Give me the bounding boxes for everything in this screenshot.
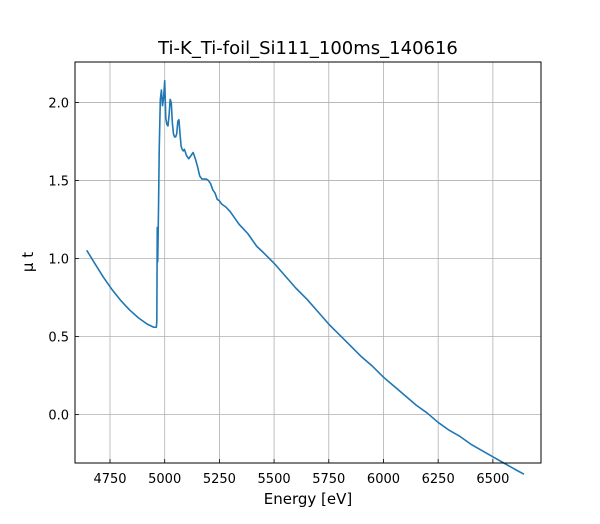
x-tick-label: 5000 xyxy=(148,472,181,487)
y-tick-label: 1.0 xyxy=(48,253,69,268)
y-tick-label: 0.0 xyxy=(48,409,69,424)
y-tick-label: 2.0 xyxy=(48,97,69,112)
x-tick-label: 4750 xyxy=(93,472,126,487)
chart-title: Ti-K_Ti-foil_Si111_100ms_140616 xyxy=(157,38,458,59)
x-tick-label: 5250 xyxy=(203,472,236,487)
x-tick-label: 6000 xyxy=(367,472,400,487)
x-tick-label: 5500 xyxy=(258,472,291,487)
plot-area-frame xyxy=(74,61,542,464)
y-axis-label: μ t xyxy=(19,252,37,272)
x-axis-ticks: 4750 5000 5250 5500 5750 6000 6250 6500 xyxy=(93,459,509,487)
series-layer xyxy=(86,79,525,475)
grid-lines xyxy=(75,62,541,463)
series-line xyxy=(86,79,525,475)
y-tick-label: 0.5 xyxy=(48,331,69,346)
x-axis-label: Energy [eV] xyxy=(264,490,352,508)
y-tick-label: 1.5 xyxy=(48,175,69,190)
x-tick-label: 5750 xyxy=(312,472,345,487)
x-tick-label: 6500 xyxy=(476,472,509,487)
y-axis-ticks: 0.0 0.5 1.0 1.5 2.0 xyxy=(48,97,79,424)
x-tick-label: 6250 xyxy=(422,472,455,487)
